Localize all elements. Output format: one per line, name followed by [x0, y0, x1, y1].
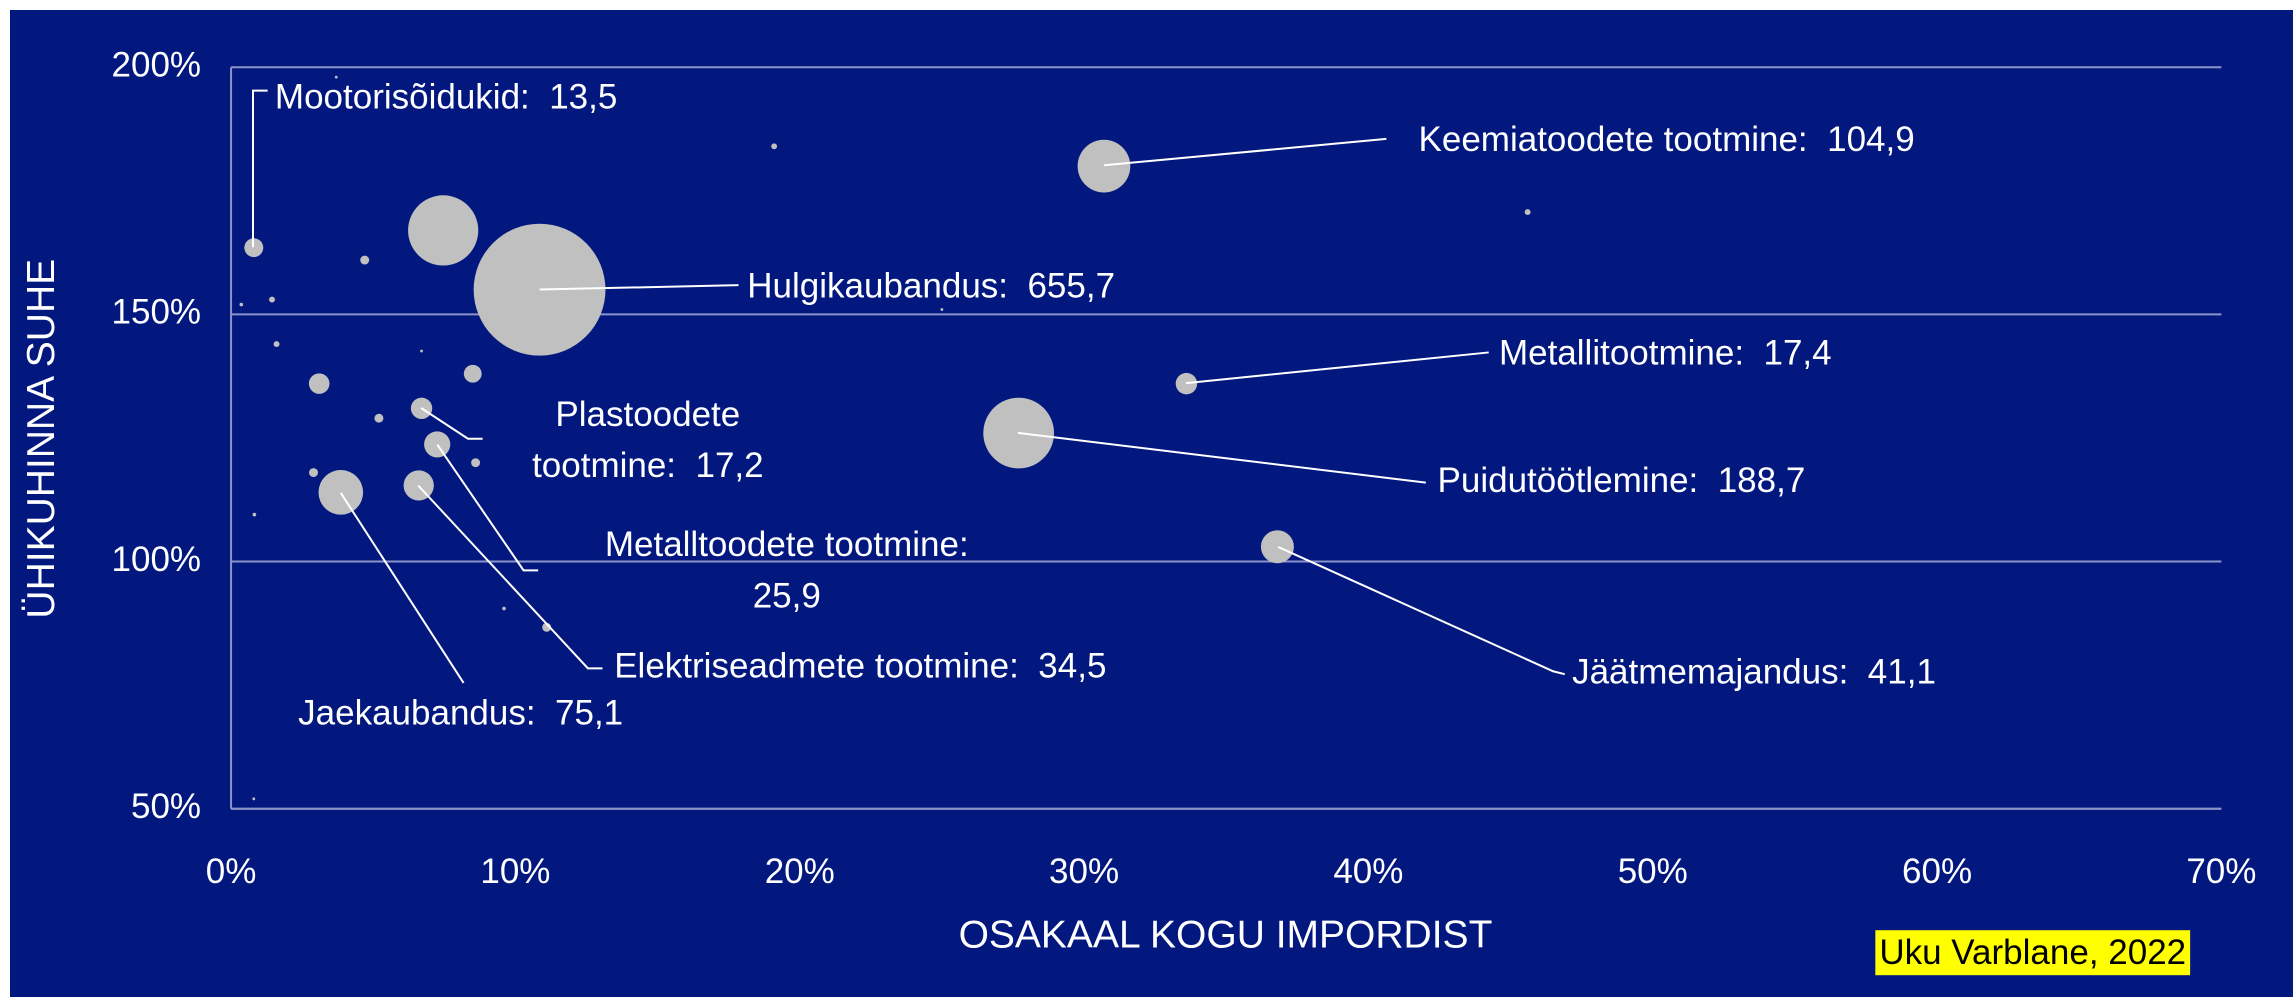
y-tick-label: 50%	[131, 787, 201, 826]
data-label: Jäätmemajandus: 41,1	[1572, 652, 1936, 691]
leader-line	[1277, 546, 1566, 676]
x-tick-label: 30%	[1049, 852, 1119, 891]
x-tick-label: 60%	[1902, 852, 1972, 891]
bubble	[463, 364, 482, 383]
leader-line	[251, 89, 268, 248]
data-label: Metallitootmine: 17,4	[1499, 334, 1832, 373]
bubble	[360, 255, 370, 265]
data-label: Metalltoodete tootmine:	[605, 525, 969, 564]
credit-background	[1875, 930, 2191, 976]
bubble	[269, 296, 275, 303]
y-tick-label: 150%	[112, 293, 202, 332]
x-tick-label: 50%	[1618, 852, 1688, 891]
bubble	[771, 143, 778, 150]
bubble	[940, 308, 944, 311]
bubble	[374, 413, 384, 423]
data-label: Mootorisõidukid: 13,5	[275, 78, 617, 117]
bubble	[1260, 530, 1294, 564]
bubble	[252, 797, 256, 801]
x-tick-label: 10%	[480, 852, 550, 891]
bubble	[273, 341, 280, 348]
bubble	[308, 373, 330, 394]
leader-line	[539, 284, 739, 291]
data-label: 25,9	[753, 576, 821, 615]
bubble	[420, 349, 423, 353]
credit: Uku Varblane, 2022	[1879, 933, 2186, 972]
bubble	[502, 606, 506, 611]
bubble	[244, 238, 264, 258]
bubble	[318, 470, 364, 515]
bubble	[473, 223, 606, 356]
x-tick-label: 20%	[765, 852, 835, 891]
data-label: tootmine: 17,2	[532, 446, 764, 485]
bubble	[408, 195, 479, 266]
y-tick-label: 200%	[112, 46, 202, 85]
bubble	[252, 512, 257, 517]
data-label: Puidutöötlemine: 188,7	[1438, 461, 1806, 500]
leader-line	[420, 407, 483, 440]
x-axis-title: OSAKAAL KOGU IMPORDIST	[959, 914, 1493, 957]
background	[10, 10, 2293, 997]
bubble	[334, 75, 338, 79]
data-label: Hulgikaubandus: 655,7	[747, 266, 1115, 305]
x-tick-label: 0%	[206, 852, 257, 891]
bubble	[239, 302, 244, 307]
bubble	[1077, 139, 1131, 193]
x-tick-label: 70%	[2186, 852, 2256, 891]
bubble	[309, 468, 318, 478]
data-label: Jaekaubandus: 75,1	[298, 693, 623, 732]
data-label: Elektriseadmete tootmine: 34,5	[614, 647, 1106, 686]
leader-line	[1017, 431, 1426, 484]
leader-line	[436, 444, 539, 572]
y-tick-label: 100%	[112, 540, 202, 579]
bubble	[471, 458, 481, 468]
leader-line	[1104, 137, 1387, 167]
leader-line	[339, 492, 465, 684]
leader-line	[1185, 351, 1489, 385]
x-tick-label: 40%	[1333, 852, 1403, 891]
data-label: Keemiatoodete tootmine: 104,9	[1419, 120, 1915, 159]
y-axis-title: ÜHIKUHINNA SUHE	[20, 259, 63, 619]
bubble	[424, 431, 451, 458]
leader-line	[417, 484, 603, 670]
bubble	[1524, 209, 1531, 216]
data-label: Plastoodete	[555, 395, 740, 434]
